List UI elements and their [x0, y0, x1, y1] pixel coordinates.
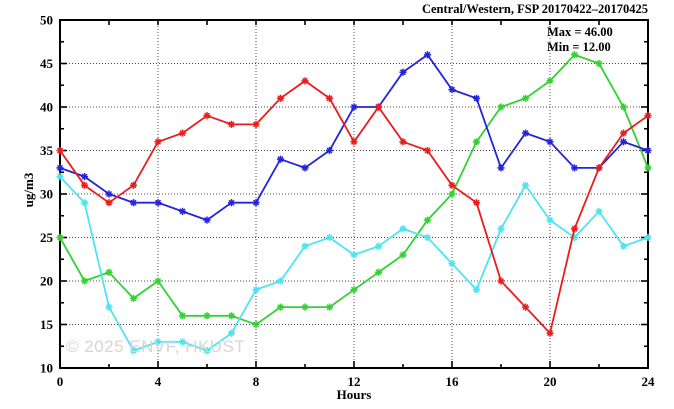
series-cyan-markers	[56, 173, 652, 355]
series-cyan	[56, 173, 652, 355]
svg-text:30: 30	[40, 187, 53, 202]
svg-text:4: 4	[155, 374, 162, 389]
series-red-markers	[56, 77, 652, 337]
svg-text:12: 12	[348, 374, 361, 389]
svg-text:15: 15	[40, 317, 54, 332]
svg-text:40: 40	[40, 100, 53, 115]
gridlines	[60, 20, 648, 368]
svg-text:10: 10	[40, 361, 53, 376]
series-blue	[56, 51, 652, 224]
y-axis-label: ug/m3	[21, 172, 36, 208]
series-green-markers	[56, 51, 652, 329]
max-annotation: Max = 46.00	[547, 25, 613, 39]
svg-text:45: 45	[40, 56, 54, 71]
svg-text:16: 16	[446, 374, 460, 389]
series-green	[56, 51, 652, 329]
stats-annotation: Max = 46.00 Min = 12.00	[547, 25, 613, 54]
watermark: © 2025 ENVF, HKUST	[66, 337, 246, 356]
svg-text:0: 0	[57, 374, 64, 389]
series-blue-markers	[56, 51, 652, 224]
svg-text:8: 8	[253, 374, 260, 389]
svg-text:20: 20	[40, 274, 53, 289]
svg-text:25: 25	[40, 230, 54, 245]
series-red	[56, 77, 652, 337]
x-axis-label: Hours	[336, 387, 372, 402]
svg-text:50: 50	[40, 13, 53, 28]
y-tick-labels: 10 15 20 25 30 35 40 45 50	[40, 13, 54, 376]
chart-title: Central/Western, FSP 20170422–20170425	[421, 2, 648, 16]
plot-border	[59, 19, 649, 369]
min-annotation: Min = 12.00	[547, 39, 611, 54]
series-red-line	[59, 79, 649, 336]
svg-text:20: 20	[544, 374, 557, 389]
x-tick-labels: 0 4 8 12 16 20 24	[57, 374, 655, 389]
svg-text:35: 35	[40, 143, 54, 158]
svg-text:24: 24	[642, 374, 656, 389]
